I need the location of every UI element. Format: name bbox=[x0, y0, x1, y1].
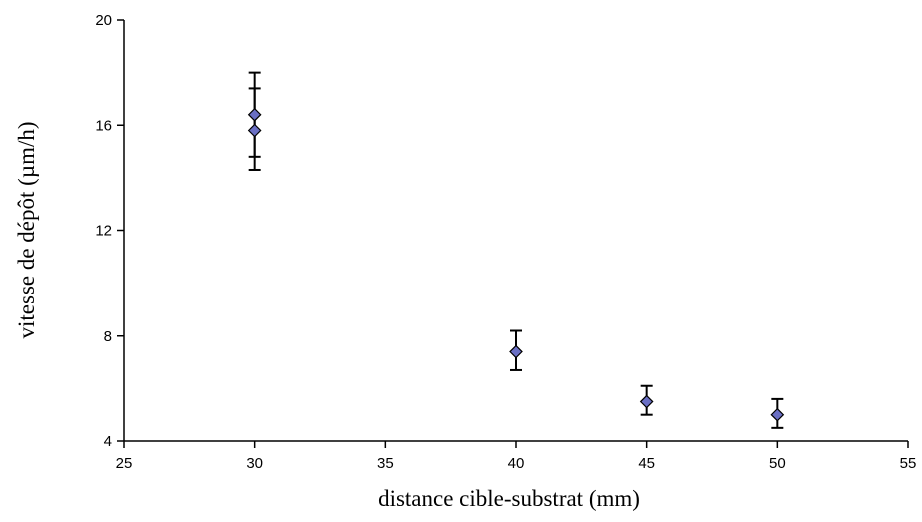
y-tick-label: 12 bbox=[95, 223, 112, 240]
x-tick-label: 40 bbox=[508, 455, 525, 472]
x-axis-title: distance cible-substrat (mm) bbox=[378, 486, 640, 511]
data-point bbox=[247, 123, 262, 138]
x-tick-label: 35 bbox=[377, 455, 394, 472]
y-tick-label: 20 bbox=[95, 12, 112, 29]
data-point bbox=[639, 394, 654, 409]
y-tick-label: 4 bbox=[104, 433, 112, 450]
data-point bbox=[247, 107, 262, 122]
data-point bbox=[509, 344, 523, 359]
x-tick-label: 55 bbox=[900, 455, 917, 472]
x-tick-label: 30 bbox=[246, 455, 263, 472]
x-tick-label: 45 bbox=[638, 455, 655, 472]
y-axis-title: vitesse de dépôt (µm/h) bbox=[14, 121, 39, 338]
data-point bbox=[770, 407, 785, 422]
y-tick-label: 8 bbox=[104, 328, 112, 345]
x-tick-label: 50 bbox=[769, 455, 786, 472]
x-tick-label: 25 bbox=[116, 455, 133, 472]
axes: 25 30 35 40 45 50 55 4 8 12 16 20 bbox=[95, 12, 916, 472]
y-tick-label: 16 bbox=[95, 117, 112, 134]
data-marks bbox=[247, 71, 785, 429]
